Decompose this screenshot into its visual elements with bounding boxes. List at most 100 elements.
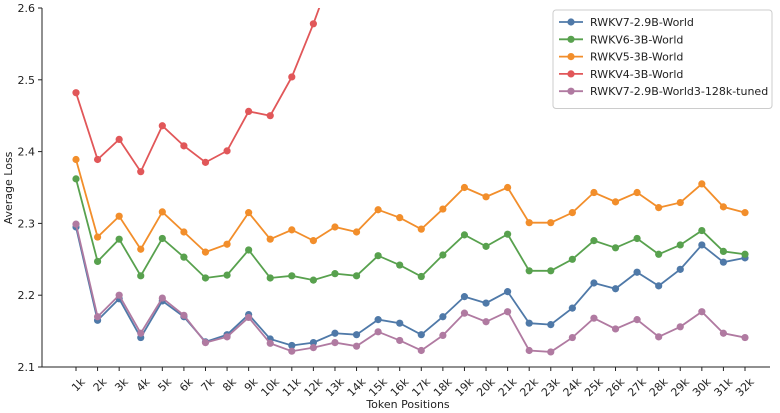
data-point (245, 209, 253, 217)
series-line (75, 223, 746, 353)
legend: RWKV7-2.9B-World RWKV6-3B-World RWKV5-3B-W… (552, 9, 773, 109)
data-point (482, 299, 490, 307)
data-point (633, 234, 641, 243)
data-point (331, 270, 339, 278)
data-point (72, 175, 80, 183)
data-point (180, 142, 188, 150)
series-line (75, 159, 746, 254)
data-point (439, 251, 447, 259)
x-tick-label: 16k (388, 375, 412, 399)
x-tick-label: 8k (220, 375, 239, 394)
data-point (158, 122, 166, 130)
x-tick-label: 1k (69, 375, 88, 394)
data-point (460, 293, 469, 301)
data-point (396, 319, 404, 327)
legend-swatch-marker (567, 87, 575, 95)
data-point (352, 272, 361, 280)
data-point (331, 329, 339, 337)
data-point (525, 346, 533, 355)
data-point (439, 313, 447, 321)
data-point (633, 316, 641, 324)
data-point (439, 205, 447, 213)
data-point (676, 265, 684, 273)
data-point (115, 235, 123, 243)
legend-label: RWKV7-2.9B-World3-128k-tuned (590, 85, 768, 98)
data-point (590, 279, 598, 287)
data-point (309, 338, 317, 347)
y-axis-label: Average Loss (2, 151, 15, 224)
data-point (655, 204, 663, 212)
data-point (655, 282, 663, 290)
data-point (698, 241, 706, 249)
data-point (115, 212, 123, 220)
data-point (223, 147, 231, 155)
data-point (568, 255, 576, 263)
data-point (374, 316, 382, 324)
data-point (547, 348, 555, 356)
data-point (719, 247, 728, 256)
x-tick-label: 23k (539, 375, 563, 399)
data-point (309, 237, 317, 245)
x-tick-label: 22k (517, 375, 541, 399)
data-point (504, 288, 512, 296)
x-tick-label: 29k (668, 375, 692, 399)
data-point (266, 274, 274, 282)
x-tick-label: 3k (112, 375, 131, 394)
data-point (288, 226, 296, 234)
data-point (201, 274, 210, 282)
x-tick-label: 6k (177, 375, 196, 394)
data-point (676, 198, 684, 207)
data-point (158, 294, 166, 302)
data-point (72, 89, 80, 97)
data-point (93, 313, 102, 321)
data-point (309, 344, 317, 352)
data-point (396, 261, 404, 269)
data-point (460, 309, 469, 317)
plot-area (72, 8, 749, 356)
data-point (223, 271, 231, 279)
data-point (568, 209, 576, 217)
x-tick-label: 7k (199, 375, 218, 394)
data-point (460, 231, 469, 239)
data-point (223, 240, 231, 248)
legend-swatch-marker (567, 35, 575, 43)
y-tick-label: 2.6 (18, 2, 36, 15)
data-point (137, 245, 145, 253)
data-point (611, 325, 620, 333)
x-axis-label: Token Positions (365, 398, 450, 411)
data-point (525, 319, 533, 327)
data-point (525, 219, 533, 227)
data-point (460, 183, 469, 192)
data-point (482, 318, 490, 326)
data-point (158, 208, 166, 216)
x-tick-label: 31k (712, 375, 736, 399)
data-point (611, 244, 620, 252)
data-point (288, 347, 296, 355)
data-point (590, 237, 598, 245)
x-tick-label: 17k (409, 375, 433, 399)
data-point (396, 214, 404, 222)
data-point (374, 252, 382, 260)
data-point (676, 241, 684, 249)
data-point (266, 235, 274, 243)
x-tick-label: 14k (345, 375, 369, 399)
data-point (245, 107, 253, 115)
data-point (352, 331, 361, 339)
x-tick-label: 5k (155, 375, 174, 394)
data-point (590, 314, 598, 322)
data-point (590, 188, 598, 197)
data-point (741, 250, 749, 258)
x-tick-label: 32k (733, 375, 757, 399)
data-point (201, 248, 210, 256)
data-point (180, 253, 188, 261)
data-point (547, 267, 555, 275)
data-point (547, 219, 555, 227)
data-point (374, 206, 382, 214)
data-point (504, 308, 512, 316)
data-point (245, 313, 253, 322)
data-point (93, 233, 102, 241)
data-point (719, 203, 728, 211)
x-tick-label: 21k (496, 375, 520, 399)
data-point (93, 257, 102, 266)
data-point (137, 329, 145, 337)
